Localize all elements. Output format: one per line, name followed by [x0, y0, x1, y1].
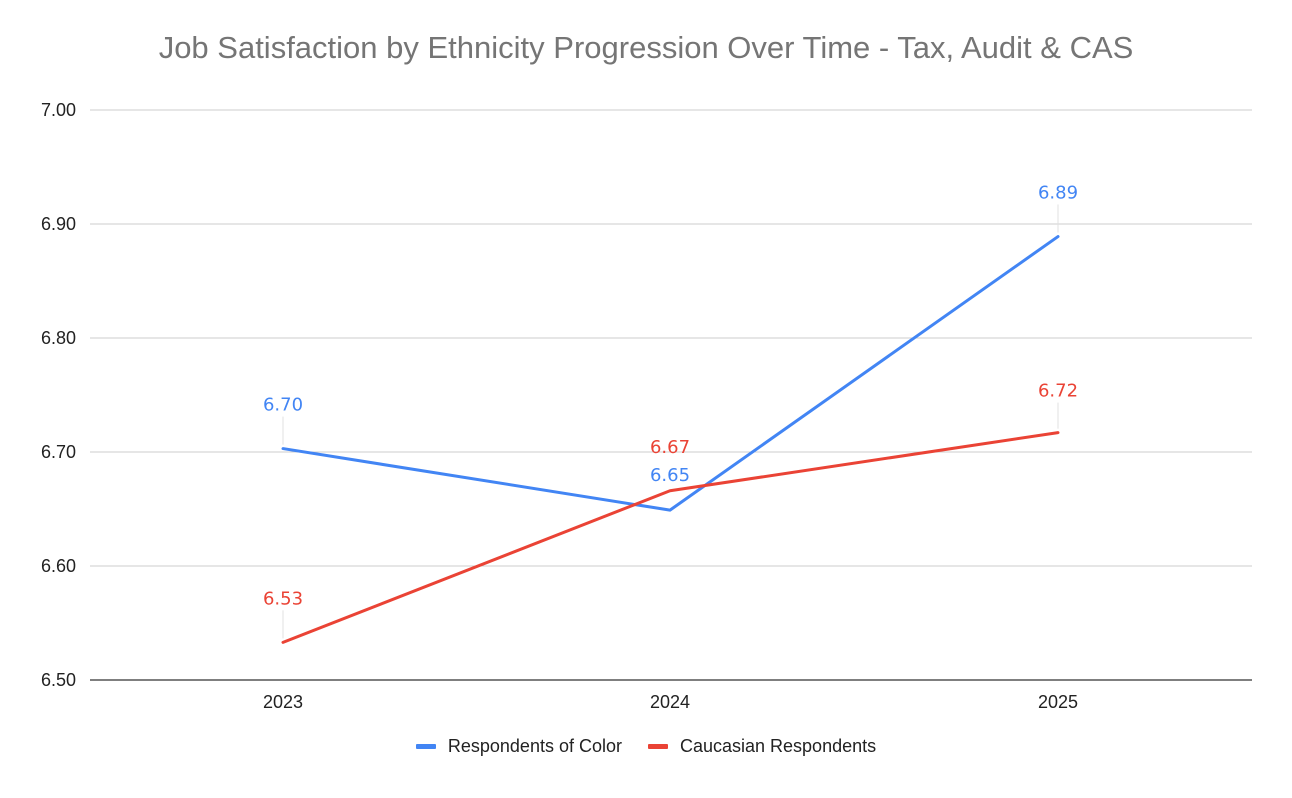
data-label: 6.70	[263, 395, 303, 416]
legend-item-caucasian-respondents[interactable]: Caucasian Respondents	[647, 736, 877, 757]
data-label: 6.67	[650, 437, 690, 458]
data-label: 6.72	[1038, 381, 1078, 402]
legend-swatch	[415, 744, 436, 749]
data-label: 6.89	[1038, 183, 1078, 204]
data-label: 6.65	[650, 465, 690, 486]
legend-swatch	[647, 744, 668, 749]
series-line-respondents-of-color	[281, 235, 1060, 512]
x-tick-label: 2023	[263, 692, 303, 712]
legend-label: Respondents of Color	[447, 736, 622, 756]
chart-title: Job Satisfaction by Ethnicity Progressio…	[158, 30, 1134, 65]
series-line-caucasian-respondents	[281, 431, 1060, 644]
y-tick-label: 7.00	[41, 100, 76, 120]
y-tick-label: 6.90	[41, 214, 76, 234]
y-tick-label: 6.50	[41, 670, 76, 690]
y-tick-label: 6.80	[41, 328, 76, 348]
legend: Respondents of Color Caucasian Responden…	[0, 736, 1292, 757]
legend-item-respondents-of-color[interactable]: Respondents of Color	[415, 736, 622, 757]
x-tick-label: 2025	[1038, 692, 1078, 712]
x-tick-label: 2024	[650, 692, 690, 712]
legend-label: Caucasian Respondents	[679, 736, 877, 756]
y-tick-label: 6.60	[41, 556, 76, 576]
y-tick-label: 6.70	[41, 442, 76, 462]
data-label: 6.53	[263, 588, 303, 609]
